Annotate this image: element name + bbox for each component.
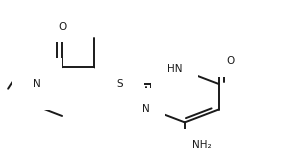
- Text: HN: HN: [167, 64, 182, 75]
- Text: S: S: [116, 79, 123, 89]
- Text: O: O: [227, 56, 235, 66]
- Text: NH₂: NH₂: [192, 140, 211, 150]
- Text: O: O: [58, 22, 66, 32]
- Text: N: N: [33, 79, 41, 89]
- Text: N: N: [142, 104, 150, 114]
